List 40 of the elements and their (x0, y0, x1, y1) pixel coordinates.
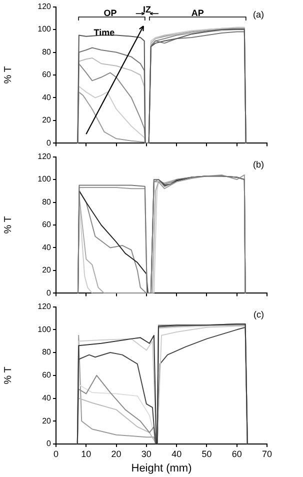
annotation: AP (191, 8, 204, 18)
x-tick-label: 70 (262, 448, 272, 459)
y-tick-label: 80 (42, 47, 52, 56)
annotation: IZ (143, 4, 152, 15)
x-tick-label: 30 (141, 448, 152, 459)
y-tick-label: 60 (42, 220, 52, 230)
y-tick-label: 20 (42, 116, 52, 125)
x-tick-label: 10 (81, 448, 92, 459)
y-tick-label: 60 (42, 370, 52, 380)
annotation: (c) (254, 309, 264, 320)
y-tick-label: 120 (38, 302, 52, 312)
annotation: (a) (253, 9, 264, 20)
y-tick-label: 0 (46, 138, 52, 148)
y-tick-label: 40 (42, 92, 52, 102)
x-axis-title: Height (mm) (131, 462, 192, 474)
annotation: Time (94, 27, 115, 38)
y-tick-label: 40 (42, 393, 52, 402)
y-tick-label: 20 (42, 266, 52, 275)
y-tick-label: 0 (46, 439, 52, 448)
x-tick-label: 20 (111, 448, 122, 459)
x-tick-label: 0 (53, 448, 59, 459)
y-tick-label: 80 (42, 197, 52, 206)
y-tick-label: 120 (38, 2, 52, 12)
y-tick-label: 0 (46, 288, 52, 298)
y-tick-label: 20 (42, 416, 52, 426)
y-tick-label: 100 (38, 324, 52, 334)
x-tick-label: 60 (232, 448, 242, 459)
y-tick-label: 100 (38, 174, 52, 184)
y-tick-label: 80 (42, 348, 52, 357)
y-tick-label: 120 (38, 152, 52, 162)
y-axis-title: % T (2, 66, 14, 84)
x-tick-label: 50 (202, 448, 212, 459)
y-axis-title: % T (2, 216, 14, 234)
y-tick-label: 40 (42, 242, 52, 252)
annotation: OP (104, 8, 117, 18)
y-tick-label: 100 (38, 24, 52, 34)
y-tick-label: 60 (42, 70, 52, 80)
annotation: (b) (253, 159, 264, 170)
x-tick-label: 40 (172, 448, 182, 459)
y-axis-title: % T (2, 366, 14, 384)
